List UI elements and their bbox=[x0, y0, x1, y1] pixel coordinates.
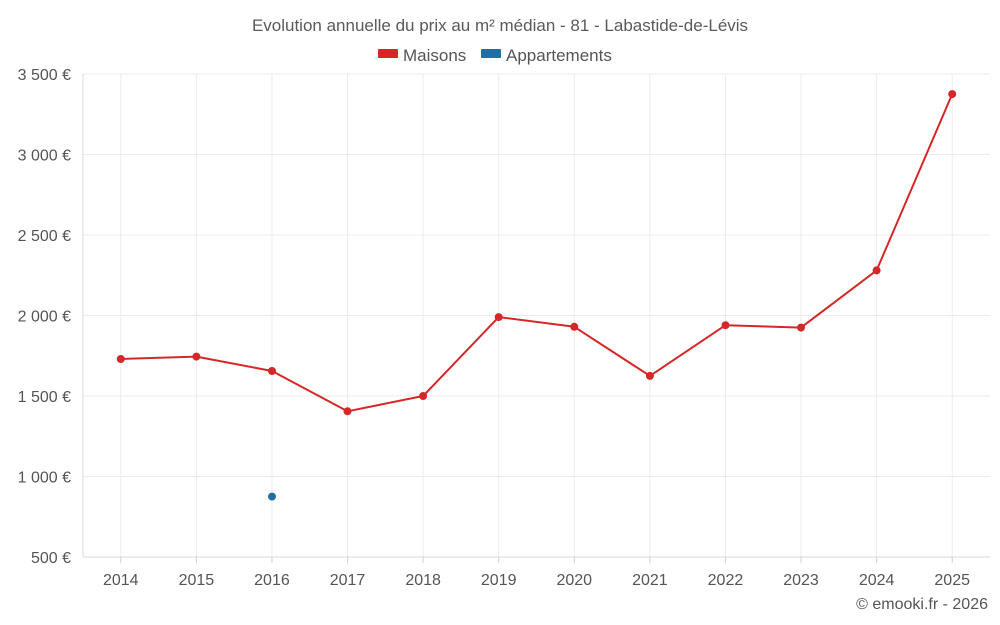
legend-swatch-appartements bbox=[481, 49, 501, 58]
data-point-maisons[interactable] bbox=[192, 352, 201, 361]
data-point-maisons[interactable] bbox=[872, 266, 881, 275]
y-tick-label: 3 000 € bbox=[18, 148, 71, 165]
data-point-maisons[interactable] bbox=[645, 371, 654, 380]
x-tick-label: 2019 bbox=[481, 572, 517, 589]
data-point-maisons[interactable] bbox=[268, 367, 276, 375]
y-tick-label: 1 000 € bbox=[18, 470, 71, 487]
x-tick-label: 2023 bbox=[783, 572, 819, 589]
x-tick-label: 2016 bbox=[254, 572, 290, 589]
axes: 500 € 1 000 € 1 500 € 2 000 € 2 500 € 3 000 €… bbox=[18, 67, 990, 589]
legend-item-maisons[interactable]: Maisons bbox=[378, 46, 466, 65]
data-point-maisons[interactable] bbox=[343, 407, 352, 416]
y-tick-label: 2 000 € bbox=[18, 309, 71, 326]
x-tick-label: 2021 bbox=[632, 572, 668, 589]
gridlines bbox=[83, 73, 990, 557]
data-point-maisons[interactable] bbox=[570, 322, 579, 331]
y-tick-label: 1 500 € bbox=[18, 389, 71, 406]
data-point-maisons[interactable] bbox=[419, 392, 428, 400]
legend-swatch-maisons bbox=[378, 49, 398, 58]
data-point-maisons[interactable] bbox=[721, 321, 730, 330]
y-tick-label: 2 500 € bbox=[18, 228, 71, 245]
x-tick-label: 2014 bbox=[103, 572, 139, 589]
data-point-maisons[interactable] bbox=[116, 355, 125, 363]
y-tick-label: 3 500 € bbox=[18, 67, 71, 84]
data-point-appartements[interactable] bbox=[268, 492, 276, 501]
data-point-maisons[interactable] bbox=[797, 323, 805, 332]
legend: Maisons Appartements bbox=[378, 46, 612, 65]
chart-title: Evolution annuelle du prix au m² médian … bbox=[252, 16, 748, 35]
x-tick-label: 2020 bbox=[556, 572, 592, 589]
series-line-maisons bbox=[120, 93, 954, 413]
x-tick-label: 2025 bbox=[934, 572, 970, 589]
series-maisons bbox=[116, 90, 957, 416]
x-tick-label: 2015 bbox=[179, 572, 215, 589]
x-tick-label: 2017 bbox=[330, 572, 366, 589]
y-tick-label: 500 € bbox=[31, 550, 71, 567]
series-appartements bbox=[268, 492, 276, 501]
x-tick-label: 2022 bbox=[708, 572, 744, 589]
legend-label-maisons: Maisons bbox=[403, 46, 466, 65]
legend-label-appartements: Appartements bbox=[506, 46, 612, 65]
x-tick-label: 2024 bbox=[859, 572, 895, 589]
data-point-maisons[interactable] bbox=[948, 90, 957, 99]
data-point-maisons[interactable] bbox=[494, 313, 503, 322]
legend-item-appartements[interactable]: Appartements bbox=[481, 46, 612, 65]
x-tick-label: 2018 bbox=[405, 572, 441, 589]
series bbox=[116, 90, 957, 501]
credit-text: © emooki.fr - 2026 bbox=[856, 596, 988, 613]
